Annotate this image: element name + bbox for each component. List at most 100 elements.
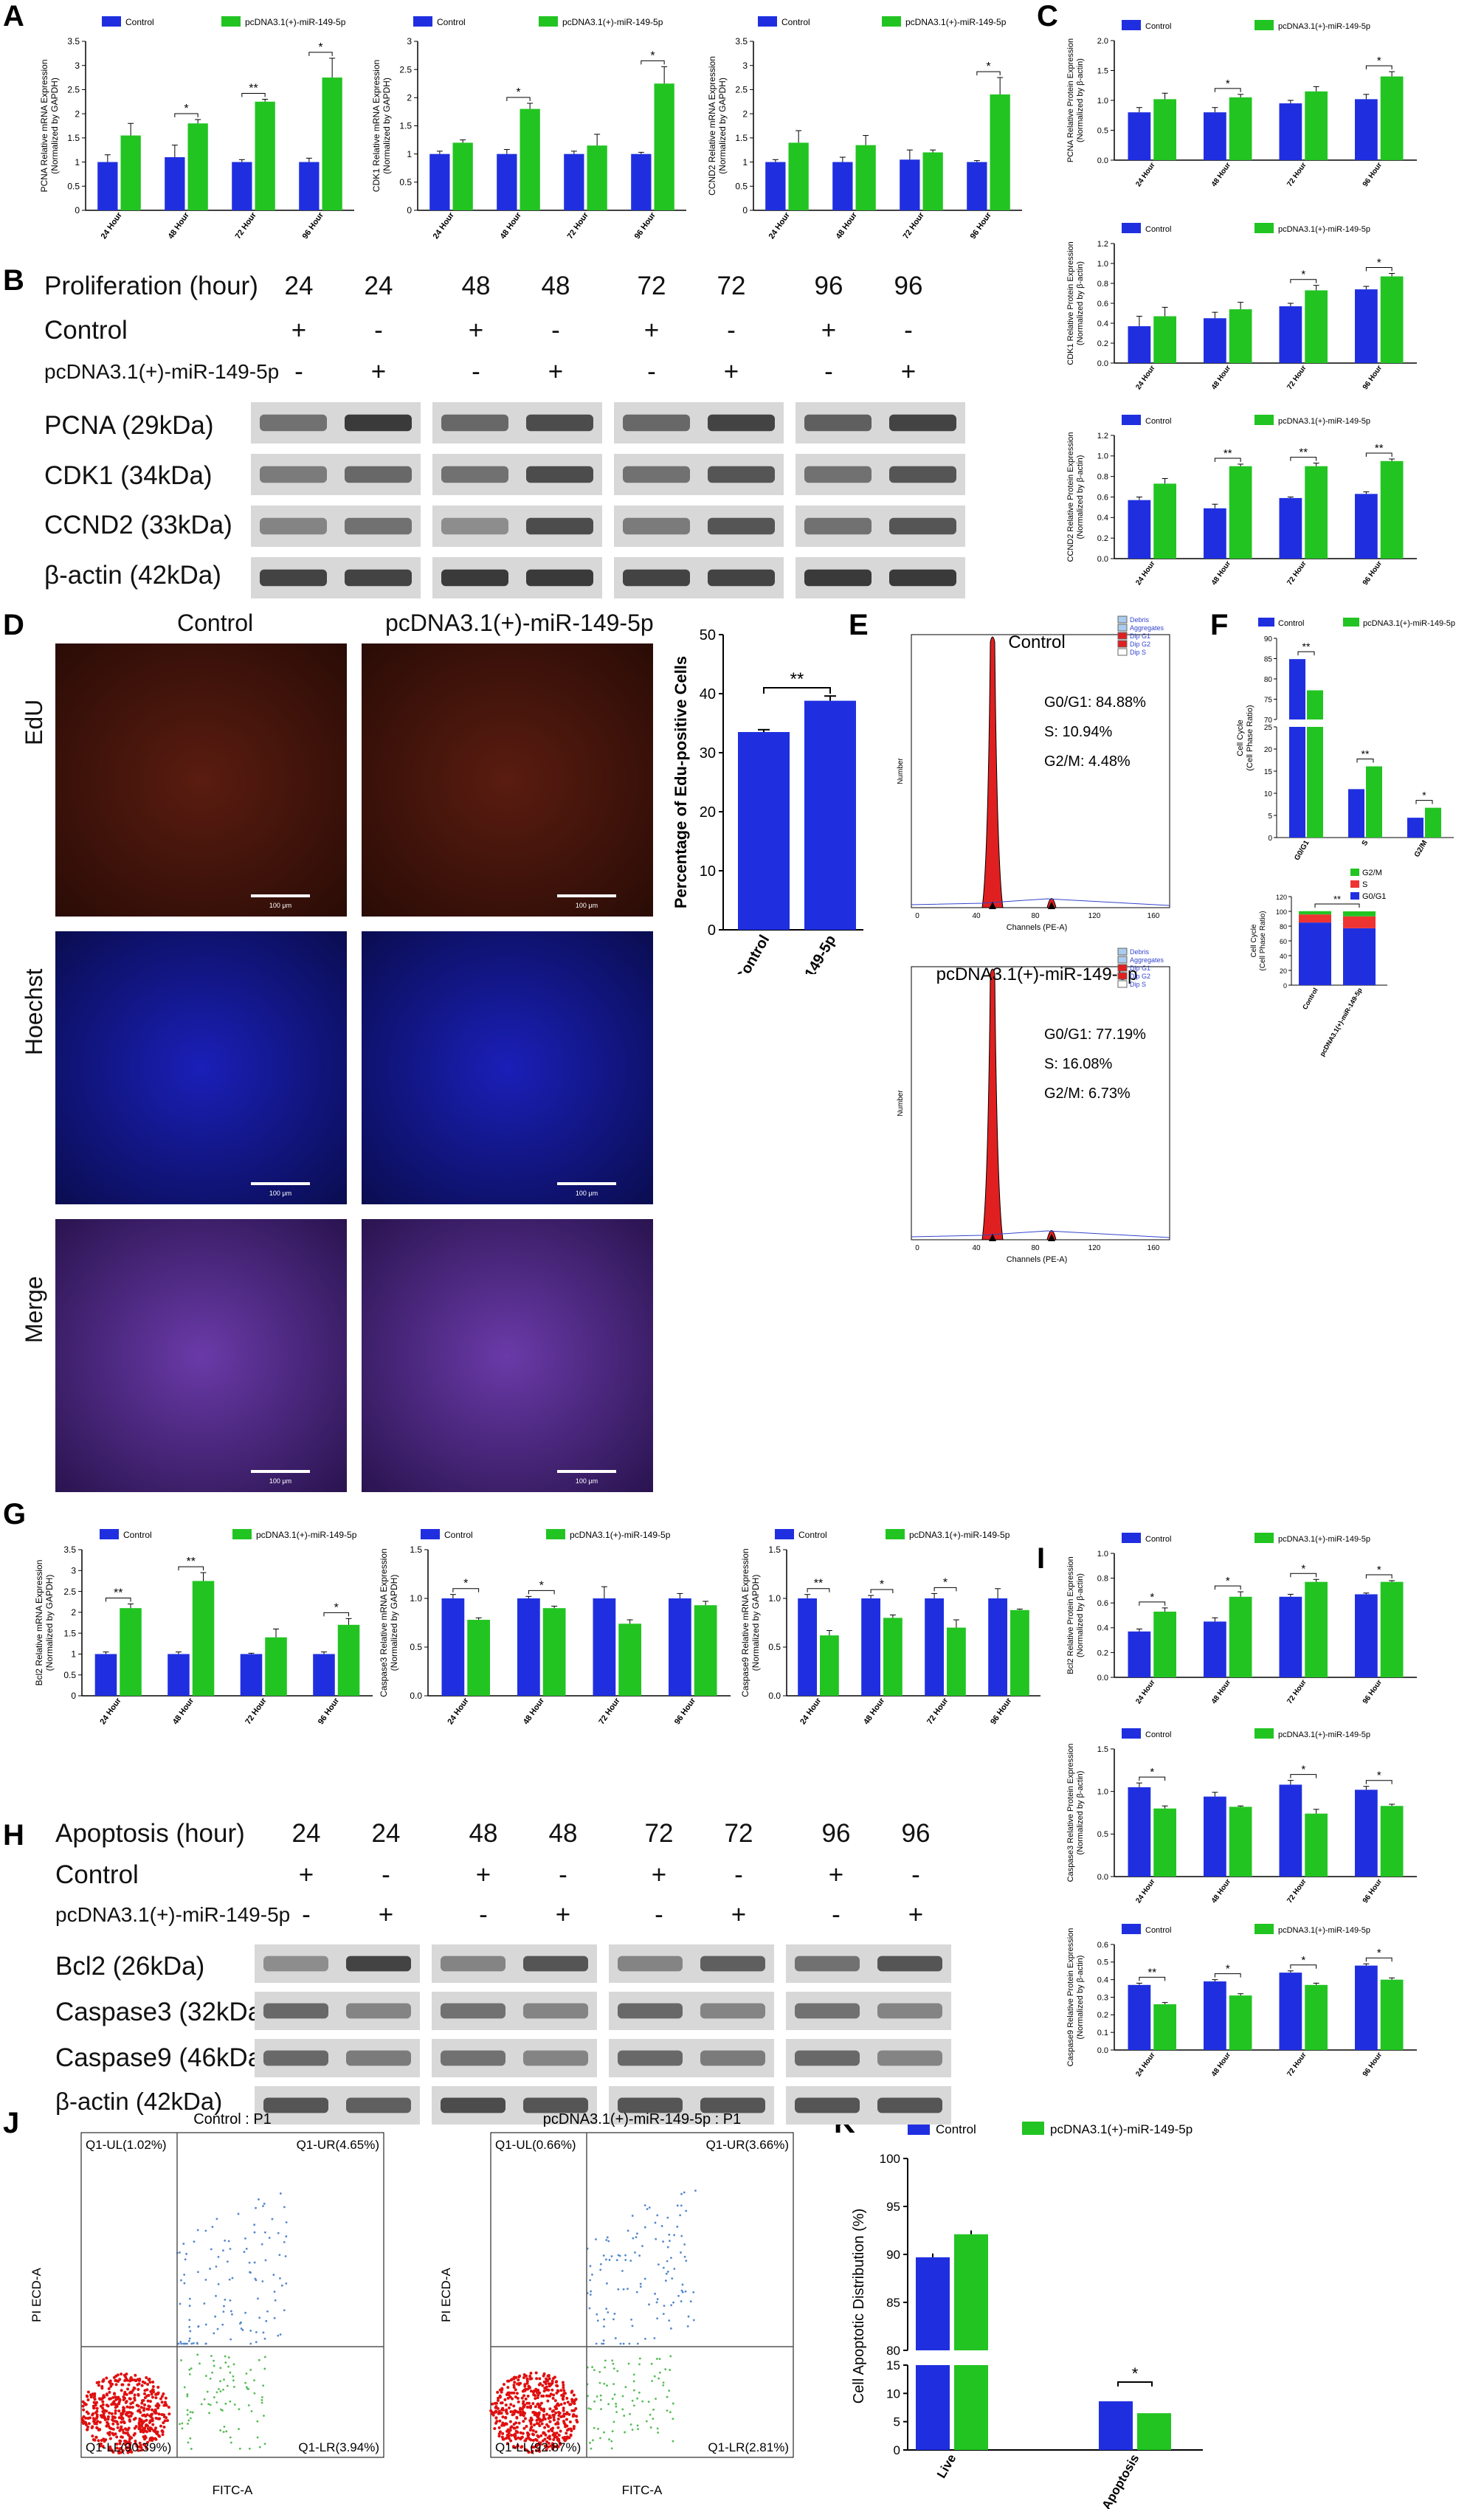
bar-treat <box>1307 727 1323 838</box>
event-dot-ur <box>222 2249 224 2252</box>
event-dot-ll <box>537 2447 541 2451</box>
legend-swatch-treat <box>1255 1728 1274 1739</box>
event-dot-lr <box>621 2408 624 2411</box>
y-tick-label: 10 <box>886 2387 900 2401</box>
event-dot-ur <box>680 2251 682 2254</box>
event-dot-ur <box>618 2254 621 2257</box>
blot-treat-label: pcDNA3.1(+)-miR-149-5p <box>55 1903 291 1926</box>
blot-hour: 96 <box>814 272 843 300</box>
event-dot-ll <box>165 2403 168 2407</box>
event-dot-ll <box>148 2419 152 2423</box>
bar-control <box>1407 818 1423 838</box>
y-axis-label: Caspase9 Relative mRNA Expression <box>740 1548 750 1697</box>
event-dot-ll <box>125 2400 128 2403</box>
event-dot-ll <box>92 2395 96 2399</box>
event-dot-ll <box>139 2443 142 2447</box>
event-dot-lr <box>232 2379 235 2382</box>
y-tick-label: 2.5 <box>63 1587 76 1597</box>
event-dot-ur <box>279 2333 282 2336</box>
blot-band <box>346 2003 411 2019</box>
event-dot-ll <box>554 2381 558 2384</box>
event-dot-ll <box>134 2379 138 2383</box>
event-dot-ll <box>84 2423 88 2426</box>
bar-control <box>1289 659 1305 719</box>
event-dot-ur <box>285 2235 288 2237</box>
event-dot-ll <box>101 2380 105 2384</box>
y-axis-label: Cell Cycle <box>1250 924 1258 957</box>
g2m-percent: G2/M: 6.73% <box>1044 1086 1131 1102</box>
event-dot-ll <box>503 2398 507 2401</box>
event-dot-ll <box>113 2416 117 2420</box>
y-tick-label: 20 <box>700 804 716 821</box>
edu-image <box>55 643 347 917</box>
blot-band <box>523 1956 588 1972</box>
significance-mark: * <box>1132 2364 1139 2383</box>
event-dot-ll <box>128 2437 131 2441</box>
event-dot-ll <box>111 2401 115 2404</box>
event-dot-ll <box>125 2432 129 2435</box>
blot-band <box>526 517 593 535</box>
legend-swatch-control <box>758 16 777 27</box>
bar-control <box>1128 500 1151 559</box>
event-dot-lr <box>621 2395 624 2398</box>
event-dot-lr <box>179 2423 181 2426</box>
x-tick-label: 48 Hour <box>499 210 524 241</box>
event-dot-ll <box>497 2426 501 2429</box>
event-dot-ll <box>162 2425 166 2429</box>
y-tick-label: 95 <box>886 2200 900 2214</box>
y-tick-label: 0.5 <box>67 181 80 191</box>
edu-image <box>362 643 653 917</box>
x-tick-label: 24 Hour <box>432 210 457 241</box>
event-dot-ll <box>153 2429 157 2432</box>
bar-control <box>1279 103 1302 160</box>
event-dot-ll <box>146 2399 150 2403</box>
event-dot-ll <box>151 2438 154 2442</box>
event-dot-lr <box>215 2391 218 2394</box>
event-dot-lr <box>207 2403 210 2406</box>
event-dot-lr <box>229 2441 232 2444</box>
event-dot-lr <box>647 2401 650 2403</box>
chart-bcl2-protein: Control pcDNA3.1(+)-miR-149-5p0.00.20.40.… <box>1066 1533 1417 1705</box>
legend-label: Dip S <box>1130 649 1146 656</box>
scatter-frame <box>490 2132 794 2458</box>
bar-treat <box>1380 1806 1404 1877</box>
event-dot-ll <box>86 2390 90 2394</box>
y-tick-label: 0.0 <box>1097 2046 1108 2055</box>
event-dot-ll <box>538 2377 542 2381</box>
event-dot-ur <box>646 2208 649 2210</box>
significance-mark: * <box>539 1579 544 1592</box>
y-tick-label: 1.0 <box>1097 1550 1108 1559</box>
x-tick-label: 80 <box>1031 1244 1040 1252</box>
event-dot-ll <box>118 2398 122 2402</box>
event-dot-ll <box>542 2407 546 2411</box>
x-tick-label: 24 Hour <box>446 1696 471 1726</box>
event-dot-ll <box>525 2387 529 2391</box>
event-dot-ll <box>120 2389 123 2392</box>
y-tick-label: 1.0 <box>1097 260 1108 269</box>
panel-letter-e: E <box>849 609 869 641</box>
event-dot-ll <box>551 2426 555 2430</box>
event-dot-lr <box>597 2428 599 2430</box>
event-dot-ur <box>261 2280 264 2282</box>
event-dot-lr <box>183 2386 186 2389</box>
event-dot-ur <box>619 2342 622 2345</box>
event-dot-ur <box>648 2303 650 2306</box>
x-tick-label: 72 Hour <box>1285 559 1308 587</box>
event-dot-lr <box>611 2398 614 2401</box>
x-tick-label: 0 <box>915 912 919 920</box>
legend-label-treat: pcDNA3.1(+)-miR-149-5p <box>570 1530 671 1540</box>
y-tick-label: 70 <box>1264 717 1273 725</box>
event-dot-ll <box>528 2385 531 2389</box>
blot-band <box>623 569 690 587</box>
event-dot-ur <box>654 2292 656 2295</box>
blot-band <box>260 569 327 587</box>
y-tick-label: 1.0 <box>1097 452 1108 461</box>
event-dot-ur <box>263 2337 266 2340</box>
x-tick-label: 96 Hour <box>1362 161 1384 188</box>
event-dot-lr <box>249 2369 252 2371</box>
event-dot-lr <box>603 2431 605 2434</box>
event-dot-ur <box>677 2294 680 2297</box>
x-tick-label: 48 Hour <box>1210 1877 1232 1905</box>
x-axis-label: FITC-A <box>213 2483 253 2497</box>
